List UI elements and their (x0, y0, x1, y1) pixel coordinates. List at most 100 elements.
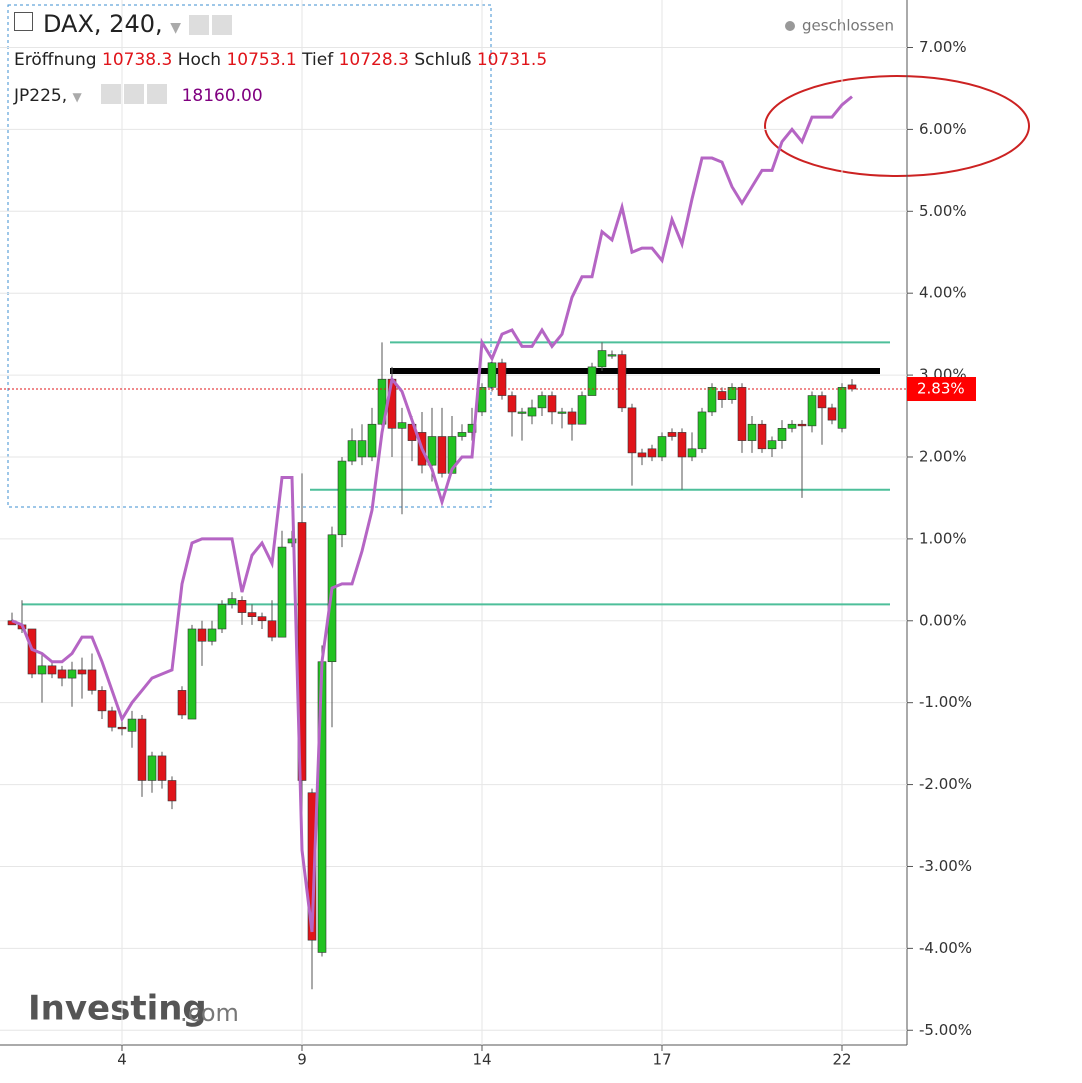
candle-body (687, 448, 697, 458)
y-tick-label: 7.00% (919, 38, 967, 56)
candle-body (487, 362, 497, 388)
candle-body (847, 384, 857, 390)
candle-body (397, 422, 407, 429)
candle-body (457, 432, 467, 437)
collapse-icon[interactable] (14, 12, 33, 31)
value: 10753.1 (226, 50, 297, 70)
candle-body (577, 395, 587, 425)
candle-body (507, 395, 517, 413)
candle-body (647, 448, 657, 458)
candle-body (167, 780, 177, 802)
y-tick-label: 1.00% (919, 529, 967, 547)
y-tick-label: -5.00% (919, 1021, 972, 1039)
symbol-row: DAX, 240, ▼ (14, 10, 235, 38)
candle-body (527, 407, 537, 417)
candle-body (257, 616, 267, 622)
icon[interactable] (211, 15, 232, 35)
candle-body (517, 411, 527, 414)
candle-body (67, 669, 77, 679)
candle-body (537, 395, 547, 409)
watermark-brand: Investing (28, 989, 207, 1029)
x-tick-label: 14 (472, 1051, 491, 1069)
ohlc-row: Eröffnung 10738.3 Hoch 10753.1 Tief 1072… (14, 50, 547, 70)
icon[interactable] (188, 15, 209, 35)
line-series (11, 95, 853, 933)
x-tick-label: 17 (652, 1051, 671, 1069)
candle-body (197, 628, 207, 642)
candle-body (837, 387, 847, 429)
value: 10728.3 (338, 50, 409, 70)
candle-body (777, 428, 787, 441)
y-tick-label: 2.00% (919, 447, 967, 465)
candle-body (757, 423, 767, 450)
candle-body (177, 690, 187, 716)
watermark-suffix: .com (180, 999, 239, 1027)
y-tick-label: -3.00% (919, 857, 972, 875)
y-tick-label: 5.00% (919, 202, 967, 220)
candle-body (237, 600, 247, 613)
candle-body (587, 366, 597, 396)
candle-body (557, 411, 567, 414)
last-value-box (907, 377, 976, 402)
candle-body (747, 423, 757, 441)
candle-body (377, 378, 387, 425)
candle-body (307, 792, 317, 941)
candle-body (827, 407, 837, 421)
value: 10731.5 (476, 50, 548, 70)
candle-body (287, 538, 297, 544)
candle-body (547, 395, 557, 413)
candle-body (187, 628, 197, 720)
candle-body (677, 432, 687, 458)
candle-body (97, 690, 107, 712)
candle-body (707, 387, 717, 413)
label: Hoch (177, 50, 222, 70)
symbol: DAX, 240, (43, 10, 163, 38)
candle-body (567, 411, 577, 425)
candle-body (817, 395, 827, 409)
candle-body (227, 598, 237, 605)
last-value-label: 2.83% (917, 380, 965, 398)
candle-body (667, 432, 677, 437)
candle-body (247, 612, 257, 617)
candle-body (77, 669, 87, 675)
candle-body (727, 387, 737, 400)
candle-body (277, 546, 287, 638)
candle-body (427, 436, 437, 466)
icon[interactable] (147, 84, 168, 104)
candle-body (737, 387, 747, 441)
candle-body (47, 665, 57, 675)
candle-body (797, 423, 807, 427)
y-tick-label: -1.00% (919, 693, 972, 711)
candle-body (767, 440, 777, 450)
legend-value: 18160.00 (181, 86, 263, 106)
icon[interactable] (101, 84, 122, 104)
icon[interactable] (124, 84, 145, 104)
candle-body (617, 354, 627, 409)
y-tick-label: -4.00% (919, 939, 972, 957)
candle-body (627, 407, 637, 454)
candle-body (207, 628, 217, 642)
candle-body (87, 669, 97, 691)
candle-body (787, 423, 797, 429)
candle-body (807, 395, 817, 427)
candle-body (137, 718, 147, 781)
x-tick-label: 4 (117, 1051, 127, 1069)
candle-body (117, 726, 127, 730)
candle-body (147, 755, 157, 781)
candle-body (717, 391, 727, 400)
candle-body (217, 604, 227, 630)
y-tick-label: 6.00% (919, 120, 967, 138)
candle-body (637, 452, 647, 458)
candle-body (267, 620, 277, 638)
label: Eröffnung (14, 50, 97, 70)
candle-body (57, 669, 67, 679)
compare-row: JP225, ▼ 18160.00 (14, 84, 263, 106)
candle-body (107, 710, 117, 728)
label: Schluß (414, 50, 472, 70)
y-tick-label: 4.00% (919, 284, 967, 302)
value: 10738.3 (102, 50, 173, 70)
candle-body (657, 436, 667, 458)
highlight-ellipse (764, 75, 1030, 177)
